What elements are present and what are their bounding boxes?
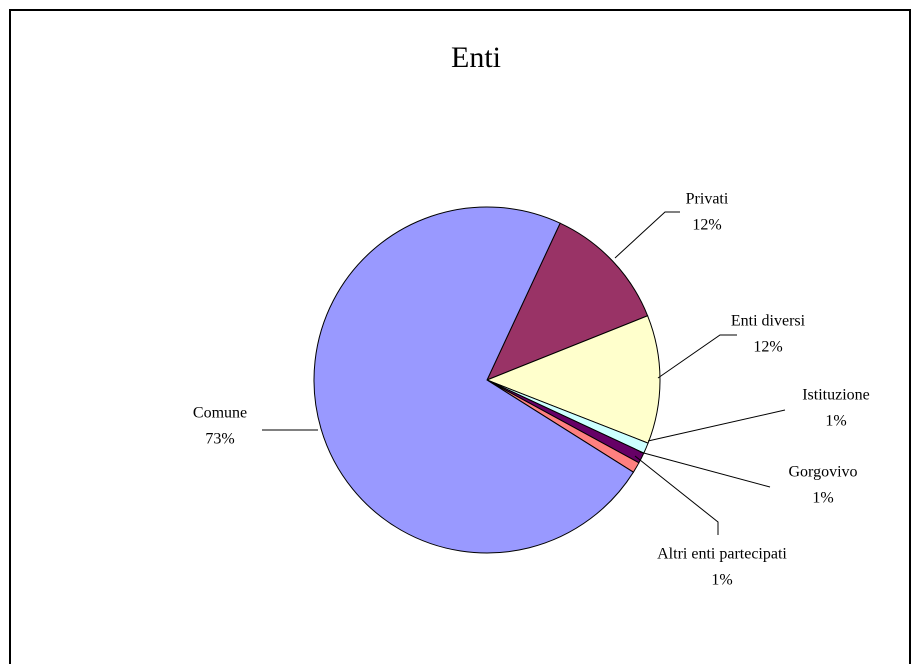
- value-label: 1%: [812, 490, 833, 507]
- leader-line: [647, 409, 786, 442]
- slice-label: Altri enti partecipati: [657, 546, 787, 563]
- slice-label: Istituzione: [802, 387, 870, 404]
- pie-slice: [486, 222, 649, 381]
- value-label: 1%: [711, 572, 732, 589]
- leader-line: [614, 211, 680, 259]
- slice-label: Comune: [193, 405, 247, 422]
- slice-label: Privati: [686, 191, 729, 208]
- pie-slice: [313, 206, 635, 554]
- value-label: 12%: [753, 339, 782, 356]
- value-label: 73%: [205, 431, 234, 448]
- value-label: 12%: [692, 217, 721, 234]
- pie-slice: [485, 315, 661, 444]
- leader-line: [657, 334, 737, 379]
- slice-label: Gorgovivo: [788, 464, 857, 481]
- leader-line: [634, 455, 719, 535]
- chart-title: Enti: [451, 41, 501, 74]
- value-label: 1%: [825, 413, 846, 430]
- slice-label: Enti diversi: [731, 313, 806, 330]
- leader-line: [639, 451, 771, 488]
